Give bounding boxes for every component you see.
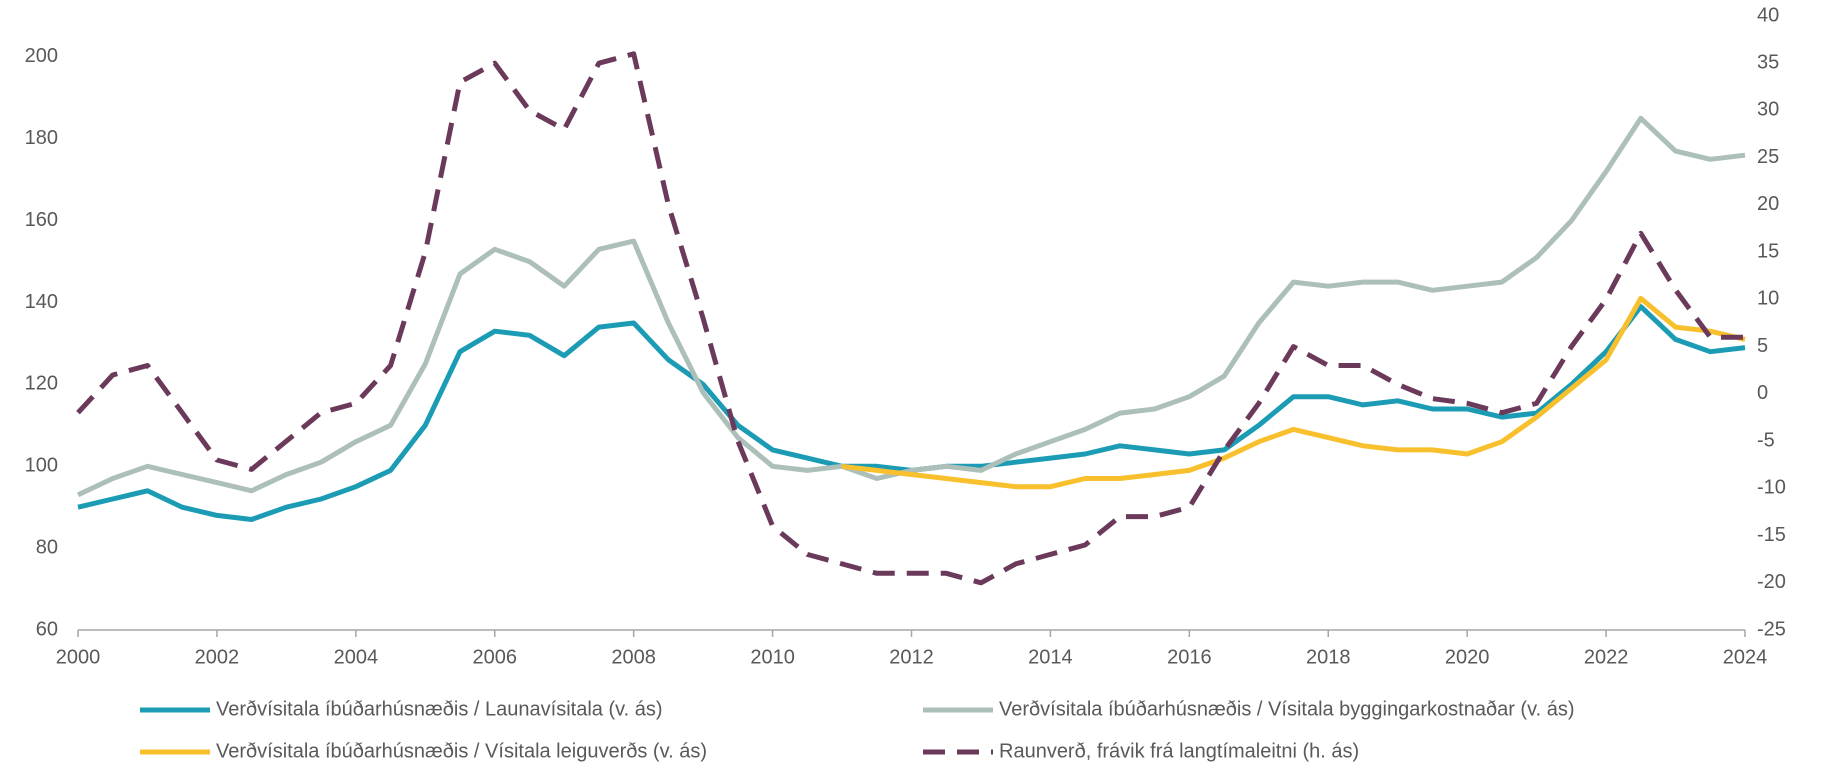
legend-label: Verðvísitala íbúðarhúsnæðis / Launavísit… bbox=[216, 698, 663, 720]
y-tick-label: 120 bbox=[25, 373, 58, 395]
y-tick-label: 200 bbox=[25, 45, 58, 67]
y2-tick-label: 15 bbox=[1757, 240, 1779, 262]
x-tick-label: 2022 bbox=[1584, 646, 1629, 668]
x-tick-label: 2024 bbox=[1723, 646, 1768, 668]
y2-tick-label: -15 bbox=[1757, 524, 1786, 546]
series-line bbox=[77, 304, 1746, 522]
x-tick-label: 2004 bbox=[334, 646, 379, 668]
y-tick-label: 60 bbox=[36, 618, 58, 640]
x-tick-label: 2012 bbox=[889, 646, 934, 668]
x-tick-label: 2008 bbox=[611, 646, 656, 668]
y-tick-label: 100 bbox=[25, 455, 58, 477]
y2-tick-label: -5 bbox=[1757, 429, 1775, 451]
y-tick-label: 140 bbox=[25, 291, 58, 313]
y-tick-label: 80 bbox=[36, 536, 58, 558]
x-tick-label: 2020 bbox=[1445, 646, 1490, 668]
legend-label: Verðvísitala íbúðarhúsnæðis / Vísitala b… bbox=[999, 698, 1575, 720]
x-tick-label: 2010 bbox=[750, 646, 795, 668]
y2-tick-label: 5 bbox=[1757, 335, 1768, 357]
y2-tick-label: 20 bbox=[1757, 193, 1779, 215]
y2-tick-label: 35 bbox=[1757, 52, 1779, 74]
x-tick-label: 2000 bbox=[56, 646, 101, 668]
legend-label: Verðvísitala íbúðarhúsnæðis / Vísitala l… bbox=[216, 740, 707, 762]
x-tick-label: 2006 bbox=[473, 646, 518, 668]
y2-tick-label: -20 bbox=[1757, 571, 1786, 593]
y2-tick-label: 25 bbox=[1757, 146, 1779, 168]
x-tick-label: 2018 bbox=[1306, 646, 1351, 668]
y2-tick-label: 30 bbox=[1757, 99, 1779, 121]
series-line bbox=[76, 51, 1745, 586]
y2-tick-label: 40 bbox=[1757, 4, 1779, 26]
y2-tick-label: -25 bbox=[1757, 618, 1786, 640]
y2-tick-label: 10 bbox=[1757, 288, 1779, 310]
y2-tick-label: -10 bbox=[1757, 477, 1786, 499]
legend-label: Raunverð, frávik frá langtímaleitni (h. … bbox=[999, 740, 1359, 762]
x-tick-label: 2014 bbox=[1028, 646, 1073, 668]
y-tick-label: 160 bbox=[25, 209, 58, 231]
x-tick-label: 2016 bbox=[1167, 646, 1212, 668]
y2-tick-label: 0 bbox=[1757, 382, 1768, 404]
series-line bbox=[76, 115, 1746, 498]
y-tick-label: 180 bbox=[25, 127, 58, 149]
series-line bbox=[841, 295, 1746, 490]
x-tick-label: 2002 bbox=[195, 646, 240, 668]
